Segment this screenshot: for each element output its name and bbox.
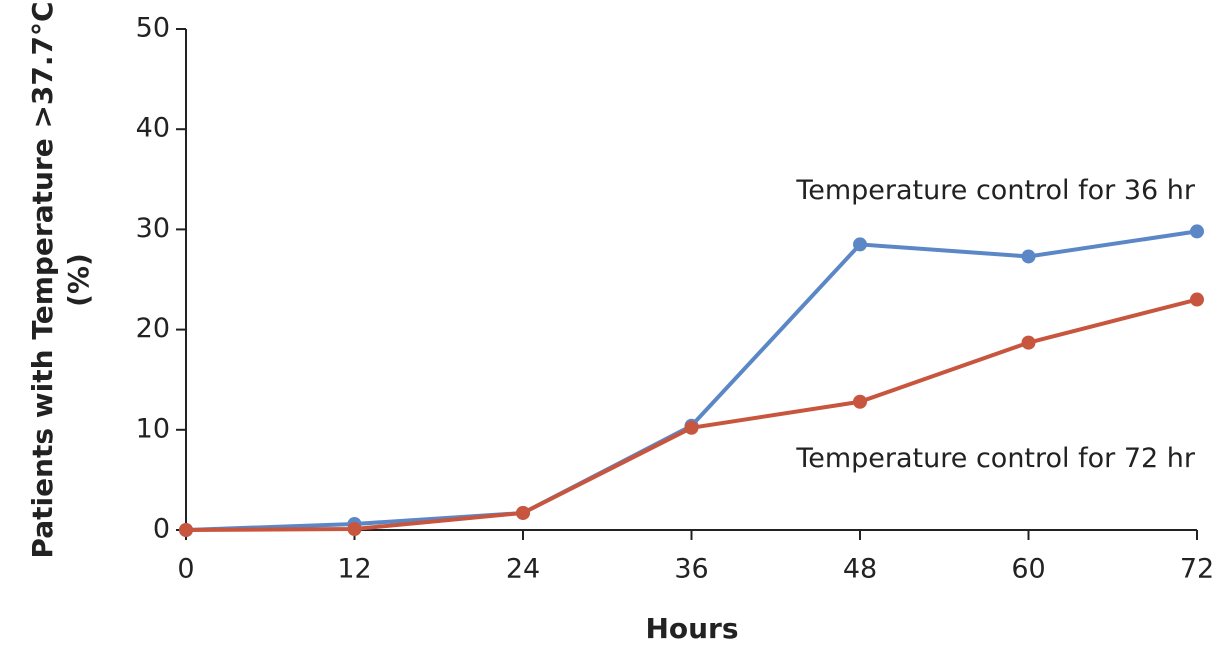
point	[516, 505, 530, 520]
series-label: Temperature control for 72 hr	[795, 443, 1196, 474]
point	[684, 420, 699, 435]
y-tick-label: 40	[136, 113, 170, 144]
y-tick-label: 0	[153, 514, 170, 545]
series-line	[185, 229, 1198, 532]
point	[853, 394, 867, 409]
point	[1021, 335, 1036, 350]
y-tick-label: 10	[136, 413, 170, 444]
x-tick-label: 24	[506, 554, 540, 585]
y-tick-label: 50	[136, 13, 170, 44]
x-tick-label: 12	[337, 554, 371, 585]
point	[1190, 224, 1204, 239]
point	[1021, 249, 1036, 264]
series-line	[185, 297, 1198, 532]
point	[347, 521, 362, 536]
x-tick-label: 60	[1011, 554, 1045, 585]
x-tick-label: 36	[674, 554, 708, 585]
x-tick-label: 48	[843, 554, 877, 585]
y-tick-label: 30	[136, 213, 170, 244]
point	[1190, 292, 1204, 307]
y-axis-title: (%)	[62, 253, 95, 307]
series-label: Temperature control for 36 hr	[795, 175, 1196, 206]
point	[179, 523, 193, 537]
point	[853, 237, 867, 252]
x-axis-title: Hours	[645, 612, 738, 645]
x-tick-label: 0	[177, 554, 194, 585]
x-tick-label: 72	[1180, 554, 1214, 585]
y-axis-title: Patients with Temperature >37.7°C	[26, 1, 59, 558]
y-tick-label: 20	[136, 313, 170, 344]
